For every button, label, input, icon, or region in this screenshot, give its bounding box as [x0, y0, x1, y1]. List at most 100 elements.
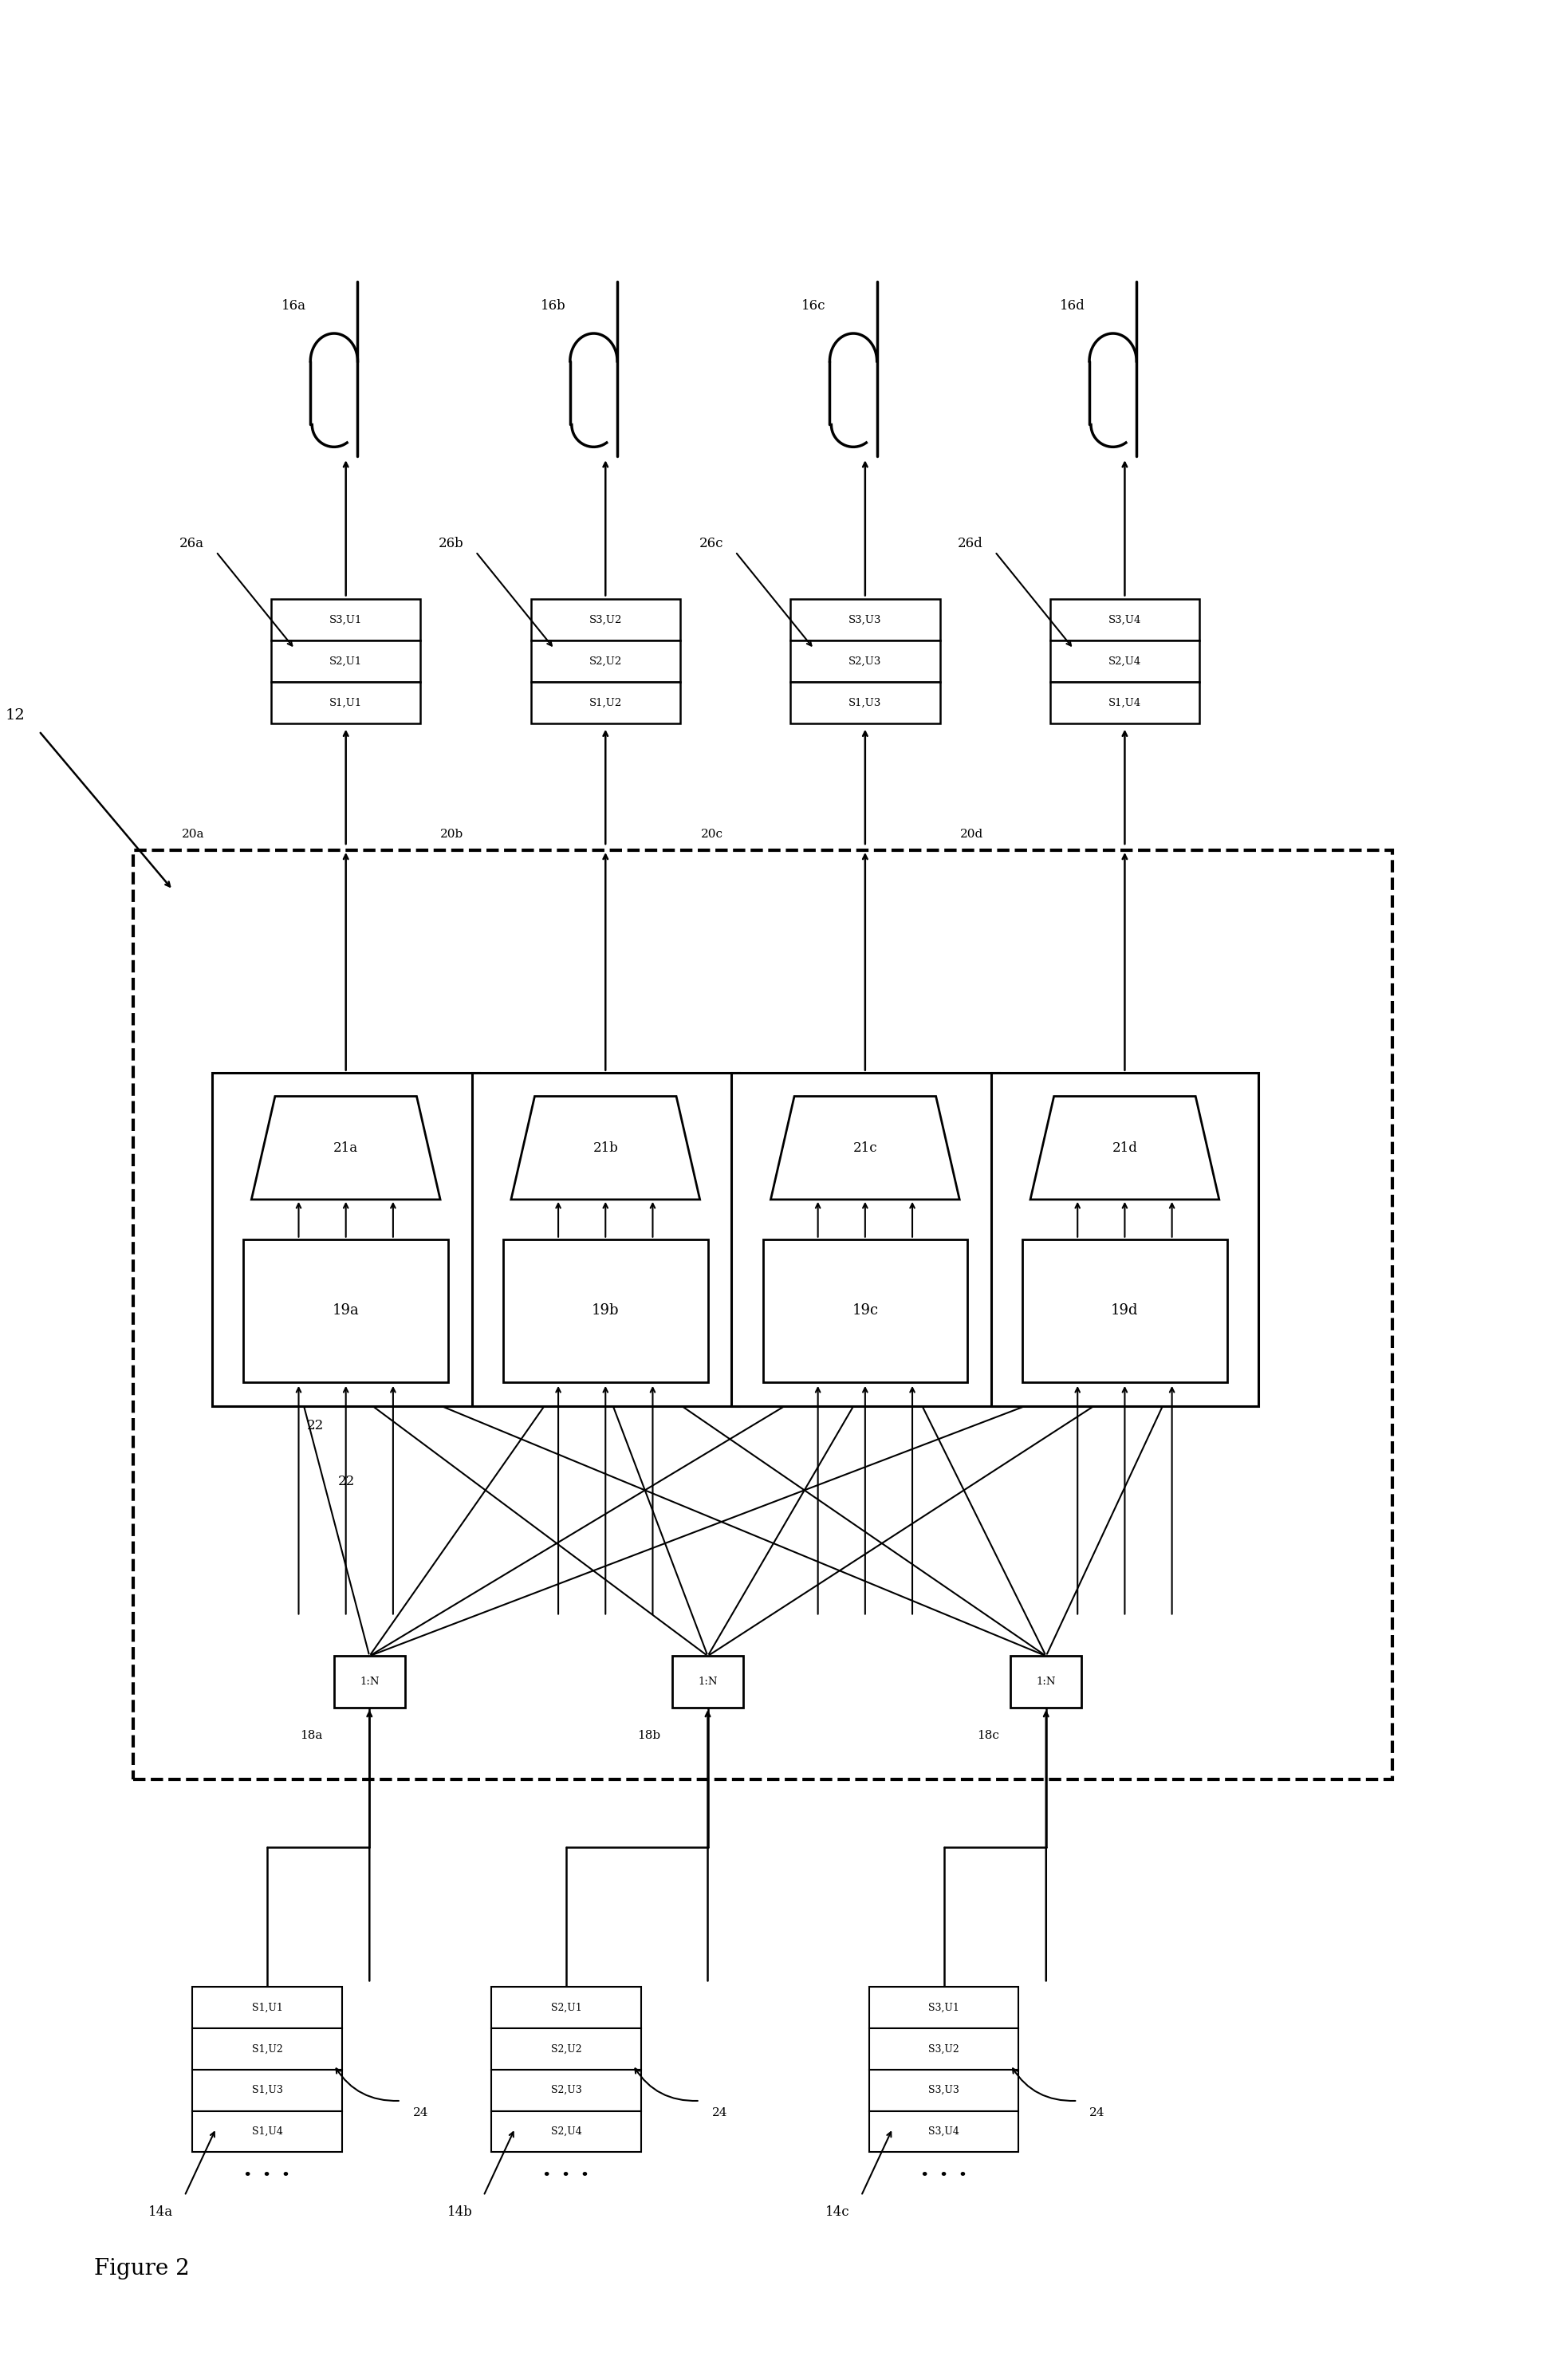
Text: 16a: 16a — [281, 300, 306, 312]
FancyBboxPatch shape — [991, 1073, 1258, 1407]
Text: 20d: 20d — [960, 828, 983, 840]
FancyBboxPatch shape — [503, 1240, 708, 1383]
Text: S1,U4: S1,U4 — [252, 2125, 283, 2137]
FancyBboxPatch shape — [1050, 640, 1199, 683]
Polygon shape — [771, 1097, 960, 1200]
Text: S2,U2: S2,U2 — [589, 657, 622, 666]
FancyBboxPatch shape — [869, 2028, 1019, 2071]
FancyBboxPatch shape — [192, 1987, 342, 2028]
Text: S2,U3: S2,U3 — [550, 2085, 581, 2094]
Text: 20c: 20c — [702, 828, 724, 840]
Text: S3,U3: S3,U3 — [928, 2085, 960, 2094]
Text: 12: 12 — [6, 709, 25, 724]
FancyBboxPatch shape — [491, 1987, 641, 2028]
FancyBboxPatch shape — [869, 2111, 1019, 2152]
Text: S3,U1: S3,U1 — [330, 614, 363, 626]
Text: 22: 22 — [306, 1418, 324, 1433]
Text: S2,U4: S2,U4 — [1108, 657, 1141, 666]
Text: 14b: 14b — [447, 2204, 472, 2218]
Text: •  •  •: • • • — [542, 2168, 589, 2182]
Text: S3,U4: S3,U4 — [928, 2125, 960, 2137]
Text: 19d: 19d — [1111, 1304, 1138, 1319]
Polygon shape — [511, 1097, 700, 1200]
FancyBboxPatch shape — [192, 2071, 342, 2111]
Text: 1:N: 1:N — [1036, 1676, 1057, 1687]
FancyBboxPatch shape — [1050, 683, 1199, 724]
Text: 19b: 19b — [592, 1304, 619, 1319]
Text: 24: 24 — [1089, 2106, 1105, 2118]
Text: 24: 24 — [711, 2106, 727, 2118]
FancyBboxPatch shape — [531, 640, 680, 683]
FancyBboxPatch shape — [192, 2111, 342, 2152]
Text: 14a: 14a — [148, 2204, 173, 2218]
Text: 19c: 19c — [852, 1304, 878, 1319]
FancyBboxPatch shape — [1011, 1656, 1082, 1706]
Text: 16b: 16b — [541, 300, 566, 312]
Text: S3,U1: S3,U1 — [928, 2002, 960, 2013]
FancyBboxPatch shape — [244, 1240, 449, 1383]
Text: S1,U2: S1,U2 — [252, 2044, 283, 2054]
FancyBboxPatch shape — [672, 1656, 742, 1706]
Text: S1,U1: S1,U1 — [330, 697, 363, 707]
FancyBboxPatch shape — [270, 683, 420, 724]
FancyBboxPatch shape — [531, 600, 680, 640]
Text: S2,U1: S2,U1 — [330, 657, 363, 666]
Text: 1:N: 1:N — [359, 1676, 380, 1687]
Text: 22: 22 — [338, 1476, 355, 1488]
Polygon shape — [1030, 1097, 1219, 1200]
Text: S1,U2: S1,U2 — [589, 697, 622, 707]
Text: S1,U1: S1,U1 — [252, 2002, 283, 2013]
Text: 26a: 26a — [180, 538, 205, 550]
Text: Figure 2: Figure 2 — [94, 2259, 189, 2280]
FancyBboxPatch shape — [869, 1987, 1019, 2028]
Text: S3,U3: S3,U3 — [849, 614, 882, 626]
Text: S3,U2: S3,U2 — [928, 2044, 960, 2054]
FancyBboxPatch shape — [192, 2028, 342, 2071]
Text: 19a: 19a — [333, 1304, 359, 1319]
FancyBboxPatch shape — [1050, 600, 1199, 640]
Text: •  •  •: • • • — [921, 2168, 967, 2182]
Text: S2,U3: S2,U3 — [849, 657, 882, 666]
FancyBboxPatch shape — [472, 1073, 739, 1407]
Text: S2,U4: S2,U4 — [550, 2125, 581, 2137]
FancyBboxPatch shape — [869, 2071, 1019, 2111]
Text: 26b: 26b — [439, 538, 464, 550]
Text: 16c: 16c — [802, 300, 825, 312]
FancyBboxPatch shape — [491, 2028, 641, 2071]
Text: 26c: 26c — [699, 538, 724, 550]
Text: S2,U2: S2,U2 — [550, 2044, 581, 2054]
FancyBboxPatch shape — [791, 600, 939, 640]
FancyBboxPatch shape — [270, 640, 420, 683]
Text: 26d: 26d — [958, 538, 983, 550]
Text: S3,U2: S3,U2 — [589, 614, 622, 626]
Polygon shape — [252, 1097, 441, 1200]
Text: S1,U3: S1,U3 — [252, 2085, 283, 2094]
FancyBboxPatch shape — [531, 683, 680, 724]
FancyBboxPatch shape — [791, 640, 939, 683]
Text: 18c: 18c — [977, 1730, 999, 1742]
Text: 20a: 20a — [181, 828, 205, 840]
Text: 1:N: 1:N — [699, 1676, 717, 1687]
Text: 16d: 16d — [1060, 300, 1085, 312]
FancyBboxPatch shape — [270, 600, 420, 640]
Text: 18a: 18a — [300, 1730, 322, 1742]
Text: 21b: 21b — [592, 1140, 619, 1154]
Text: 21c: 21c — [853, 1140, 877, 1154]
FancyBboxPatch shape — [791, 683, 939, 724]
Text: S1,U4: S1,U4 — [1108, 697, 1141, 707]
Text: 21a: 21a — [333, 1140, 358, 1154]
Text: 21d: 21d — [1111, 1140, 1138, 1154]
FancyBboxPatch shape — [491, 2071, 641, 2111]
Text: 18b: 18b — [638, 1730, 661, 1742]
Text: 20b: 20b — [441, 828, 464, 840]
FancyBboxPatch shape — [334, 1656, 405, 1706]
FancyBboxPatch shape — [763, 1240, 967, 1383]
FancyBboxPatch shape — [731, 1073, 999, 1407]
Text: S2,U1: S2,U1 — [550, 2002, 581, 2013]
Text: •  •  •: • • • — [244, 2168, 291, 2182]
FancyBboxPatch shape — [213, 1073, 480, 1407]
FancyBboxPatch shape — [491, 2111, 641, 2152]
FancyBboxPatch shape — [1022, 1240, 1227, 1383]
Text: S1,U3: S1,U3 — [849, 697, 882, 707]
Text: 24: 24 — [413, 2106, 428, 2118]
